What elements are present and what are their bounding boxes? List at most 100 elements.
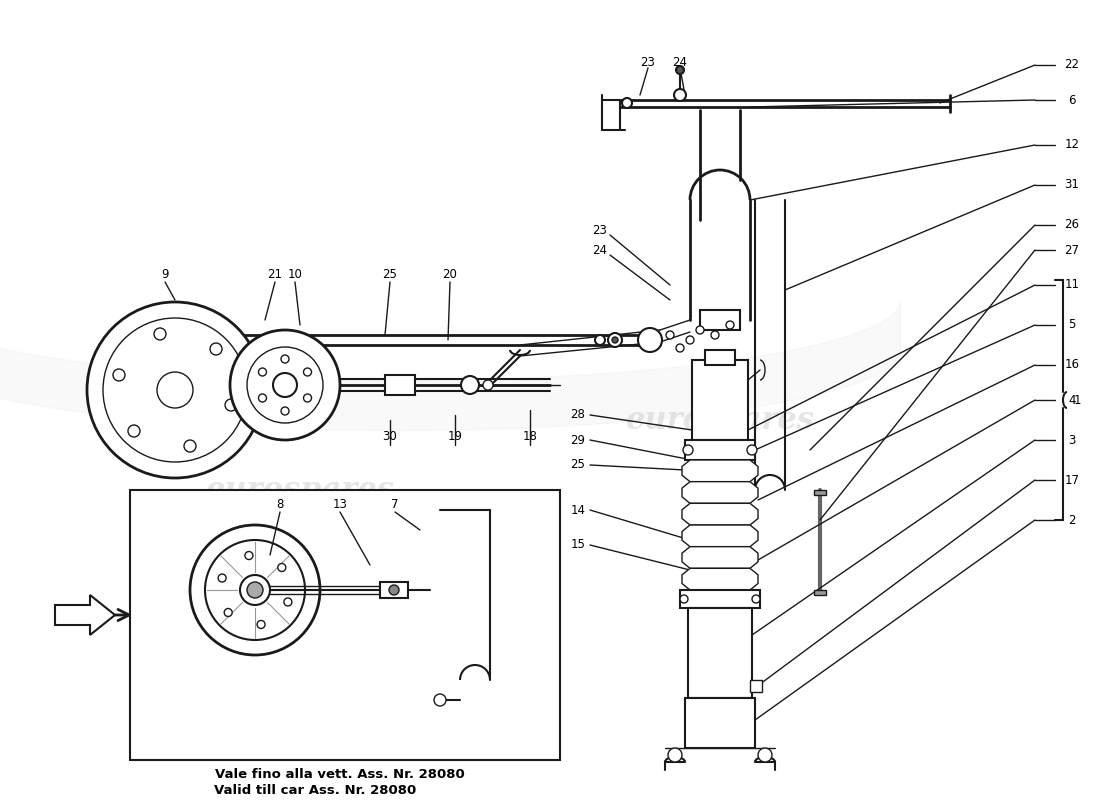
Text: 25: 25	[571, 458, 585, 471]
Text: eurospares: eurospares	[206, 474, 395, 506]
Circle shape	[668, 748, 682, 762]
Text: 22: 22	[1065, 58, 1079, 71]
Text: 17: 17	[1065, 474, 1079, 486]
Polygon shape	[682, 460, 758, 482]
Circle shape	[284, 598, 292, 606]
Circle shape	[758, 748, 772, 762]
Text: 24: 24	[672, 55, 688, 69]
Text: 14: 14	[571, 503, 585, 517]
Text: 19: 19	[448, 430, 462, 443]
Circle shape	[676, 344, 684, 352]
Circle shape	[224, 609, 232, 617]
Circle shape	[280, 407, 289, 415]
Text: 13: 13	[332, 498, 348, 511]
Circle shape	[280, 355, 289, 363]
Circle shape	[248, 347, 323, 423]
Circle shape	[483, 380, 493, 390]
Circle shape	[161, 355, 175, 369]
Text: 16: 16	[1065, 358, 1079, 371]
Text: 21: 21	[267, 267, 283, 281]
Circle shape	[258, 394, 266, 402]
Circle shape	[638, 328, 662, 352]
Circle shape	[184, 440, 196, 452]
Text: 27: 27	[1065, 243, 1079, 257]
Circle shape	[226, 399, 236, 411]
Circle shape	[674, 89, 686, 101]
Circle shape	[595, 335, 605, 345]
Text: 3: 3	[1068, 434, 1076, 446]
Polygon shape	[682, 546, 758, 568]
Circle shape	[711, 331, 719, 339]
Circle shape	[434, 694, 446, 706]
Circle shape	[257, 621, 265, 629]
Text: 24: 24	[593, 243, 607, 257]
Polygon shape	[682, 503, 758, 525]
Polygon shape	[682, 525, 758, 546]
Circle shape	[248, 582, 263, 598]
Circle shape	[258, 368, 266, 376]
Circle shape	[113, 369, 125, 381]
Circle shape	[612, 337, 618, 343]
Bar	[705, 350, 735, 365]
Text: 6: 6	[1068, 94, 1076, 106]
Text: 23: 23	[640, 55, 656, 69]
Circle shape	[726, 321, 734, 329]
Text: 11: 11	[1065, 278, 1079, 291]
Bar	[685, 440, 755, 460]
Bar	[700, 310, 740, 330]
Circle shape	[608, 333, 622, 347]
Circle shape	[128, 425, 140, 437]
Circle shape	[686, 336, 694, 344]
Circle shape	[278, 563, 286, 571]
Circle shape	[154, 328, 166, 340]
Text: 12: 12	[1065, 138, 1079, 151]
Circle shape	[680, 595, 688, 603]
Circle shape	[752, 595, 760, 603]
Text: 4: 4	[1068, 394, 1076, 406]
Text: 29: 29	[571, 434, 585, 446]
Text: 26: 26	[1065, 218, 1079, 231]
Circle shape	[389, 585, 399, 595]
Bar	[385, 375, 415, 395]
Circle shape	[696, 326, 704, 334]
Text: 8: 8	[276, 498, 284, 511]
Polygon shape	[55, 595, 116, 635]
Bar	[685, 698, 755, 748]
Text: 23: 23	[593, 223, 607, 237]
Bar	[680, 590, 760, 608]
Text: 7: 7	[392, 498, 398, 511]
Circle shape	[103, 318, 248, 462]
Circle shape	[747, 445, 757, 455]
Circle shape	[205, 540, 305, 640]
Text: Valid till car Ass. Nr. 28080: Valid till car Ass. Nr. 28080	[213, 783, 416, 797]
Circle shape	[666, 331, 674, 339]
Text: 10: 10	[287, 267, 303, 281]
Circle shape	[304, 368, 311, 376]
Circle shape	[157, 372, 192, 408]
Text: 15: 15	[571, 538, 585, 551]
Circle shape	[273, 373, 297, 397]
Text: 25: 25	[383, 267, 397, 281]
Circle shape	[230, 330, 340, 440]
Circle shape	[240, 575, 270, 605]
Circle shape	[461, 376, 478, 394]
Text: 1: 1	[1074, 394, 1080, 406]
Circle shape	[304, 394, 311, 402]
Polygon shape	[682, 482, 758, 503]
Circle shape	[683, 445, 693, 455]
Circle shape	[190, 525, 320, 655]
Bar	[750, 680, 762, 692]
Text: 31: 31	[1065, 178, 1079, 191]
Text: Vale fino alla vett. Ass. Nr. 28080: Vale fino alla vett. Ass. Nr. 28080	[216, 769, 465, 782]
Polygon shape	[682, 568, 758, 590]
Text: eurospares: eurospares	[626, 405, 814, 435]
Text: 30: 30	[383, 430, 397, 443]
Text: 18: 18	[522, 430, 538, 443]
Text: 28: 28	[571, 409, 585, 422]
Text: 20: 20	[442, 267, 458, 281]
Circle shape	[218, 574, 227, 582]
Bar	[130, 490, 560, 760]
Bar	[814, 490, 826, 495]
Bar	[814, 590, 826, 595]
Circle shape	[87, 302, 263, 478]
